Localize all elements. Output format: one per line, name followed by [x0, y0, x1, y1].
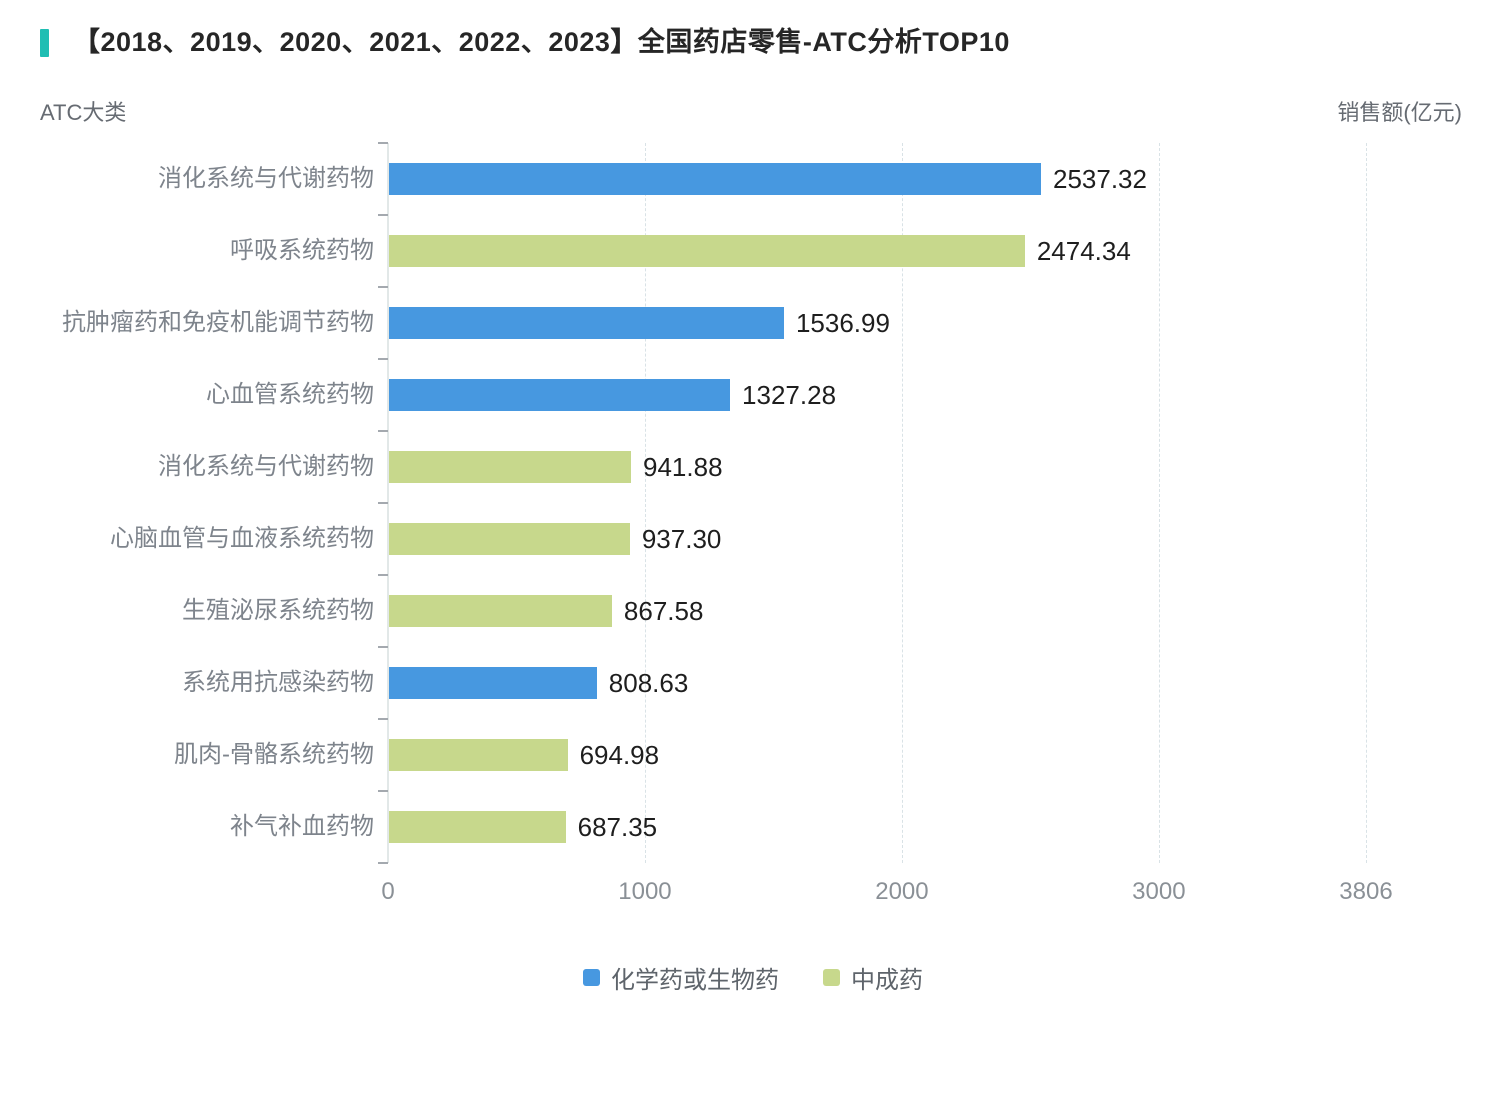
gridline-3806 [1366, 143, 1367, 863]
legend: 化学药或生物药 中成药 [0, 960, 1506, 995]
legend-swatch-tcm [823, 969, 840, 986]
axis-tick-mark [378, 790, 388, 792]
category-label: 心脑血管与血液系统药物 [110, 525, 374, 552]
title-accent-bar [40, 29, 49, 57]
axis-tick-mark [378, 574, 388, 576]
category-label: 消化系统与代谢药物 [158, 165, 374, 192]
category-label: 生殖泌尿系统药物 [182, 597, 374, 624]
x-tick-label-3806: 3806 [1339, 878, 1393, 905]
page-title: 【2018、2019、2020、2021、2022、2023】全国药店零售-AT… [73, 27, 1010, 57]
bar-6[interactable] [389, 523, 630, 555]
bar-1[interactable] [389, 163, 1041, 195]
bar-value-label: 2537.32 [1052, 164, 1147, 194]
bar-value-label: 687.35 [577, 812, 658, 842]
axis-tick-mark [378, 214, 388, 216]
x-tick-label-3000: 3000 [1132, 878, 1186, 905]
bar-10[interactable] [389, 811, 566, 843]
category-label: 系统用抗感染药物 [182, 669, 374, 696]
gridline-1000 [644, 143, 646, 863]
legend-swatch-chemical [583, 969, 600, 986]
bar-4[interactable] [389, 379, 731, 411]
bar-value-label: 694.98 [579, 740, 660, 770]
bar-value-label: 1536.99 [795, 308, 890, 338]
axis-tick-mark [378, 286, 388, 288]
legend-item-chemical[interactable]: 化学药或生物药 [583, 960, 779, 995]
bar-2[interactable] [389, 235, 1025, 267]
y-axis-line [387, 143, 389, 863]
gridline-2000 [901, 143, 903, 863]
legend-label-chemical: 化学药或生物药 [611, 967, 779, 994]
axis-tick-mark [378, 358, 388, 360]
bar-3[interactable] [389, 307, 784, 339]
bar-8[interactable] [389, 667, 597, 699]
bar-value-label: 2474.34 [1036, 236, 1131, 266]
bar-7[interactable] [389, 595, 612, 627]
axis-tick-mark [378, 862, 388, 864]
axis-tick-mark [378, 718, 388, 720]
gridline-3000 [1158, 143, 1160, 863]
axis-tick-mark [378, 430, 388, 432]
category-label: 肌肉-骨骼系统药物 [174, 741, 374, 768]
bar-value-label: 941.88 [643, 452, 723, 482]
axis-tick-mark [378, 142, 388, 144]
category-label: 抗肿瘤药和免疫机能调节药物 [62, 309, 374, 336]
x-tick-label-0: 0 [381, 878, 395, 905]
bar-9[interactable] [389, 739, 568, 771]
bar-value-label: 1327.28 [742, 380, 837, 410]
legend-label-tcm: 中成药 [851, 967, 923, 994]
legend-item-tcm[interactable]: 中成药 [823, 960, 923, 995]
x-tick-label-2000: 2000 [875, 878, 929, 905]
bar-value-label: 937.30 [641, 524, 722, 554]
axis-tick-mark [378, 646, 388, 648]
bar-value-label: 808.63 [608, 668, 689, 698]
category-label: 心血管系统药物 [206, 381, 374, 408]
category-label: 补气补血药物 [230, 813, 374, 840]
y-axis-title: ATC大类 [40, 100, 127, 125]
x-axis-title: 销售额(亿元) [1337, 100, 1462, 125]
category-label: 呼吸系统药物 [230, 237, 374, 264]
x-tick-label-1000: 1000 [618, 878, 672, 905]
bar-value-label: 867.58 [623, 596, 704, 626]
bar-5[interactable] [389, 451, 632, 483]
category-label: 消化系统与代谢药物 [158, 453, 374, 480]
axis-tick-mark [378, 502, 388, 504]
